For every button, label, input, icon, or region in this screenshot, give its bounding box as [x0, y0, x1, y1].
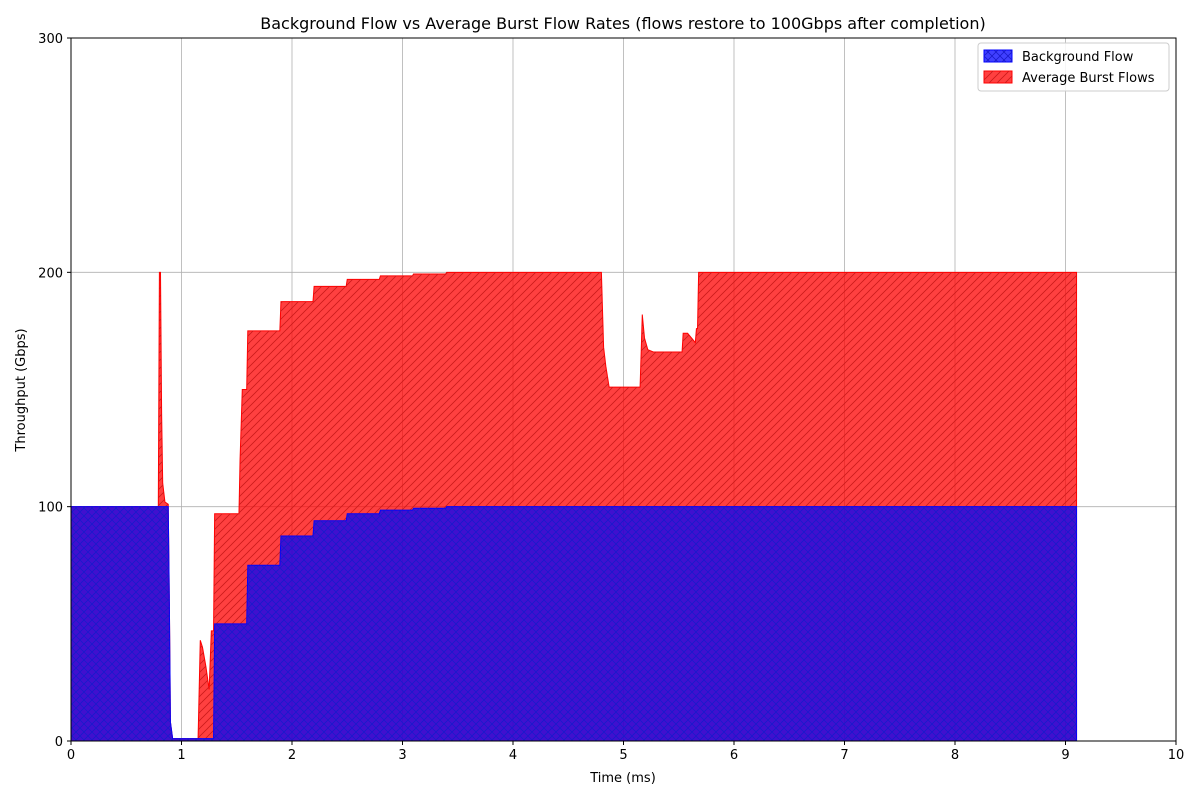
legend-swatch-burst-flows-hatch — [984, 71, 1012, 83]
x-axis-ticks: 0 1 2 3 4 5 6 7 8 9 10 — [67, 741, 1184, 763]
x-tick-label: 4 — [509, 748, 517, 763]
x-tick-label: 7 — [840, 748, 848, 763]
y-axis-ticks: 0 100 200 300 — [38, 32, 71, 750]
x-tick-label: 0 — [67, 748, 75, 763]
x-tick-label: 1 — [177, 748, 185, 763]
x-tick-label: 9 — [1061, 748, 1069, 763]
legend-label-burst-flows: Average Burst Flows — [1022, 71, 1155, 86]
legend-swatch-background-flow-hatch — [984, 50, 1012, 62]
x-tick-label: 8 — [951, 748, 959, 763]
area-background-flow-hatch — [71, 506, 1077, 741]
x-tick-label: 3 — [398, 748, 406, 763]
y-tick-label: 300 — [38, 32, 63, 47]
y-axis-label: Throughput (Gbps) — [14, 328, 29, 452]
y-tick-label: 100 — [38, 501, 63, 516]
y-tick-label: 200 — [38, 266, 63, 281]
legend: Background Flow Average Burst Flows — [977, 42, 1170, 92]
x-tick-label: 10 — [1168, 748, 1185, 763]
x-tick-label: 2 — [288, 748, 296, 763]
legend-box — [977, 42, 1170, 92]
x-tick-label: 6 — [730, 748, 738, 763]
plot-areas — [70, 271, 1078, 742]
chart-title: Background Flow vs Average Burst Flow Ra… — [260, 14, 985, 33]
x-tick-label: 5 — [619, 748, 627, 763]
y-tick-label: 0 — [55, 735, 63, 750]
x-axis-label: Time (ms) — [589, 771, 656, 786]
legend-label-background-flow: Background Flow — [1022, 50, 1134, 65]
